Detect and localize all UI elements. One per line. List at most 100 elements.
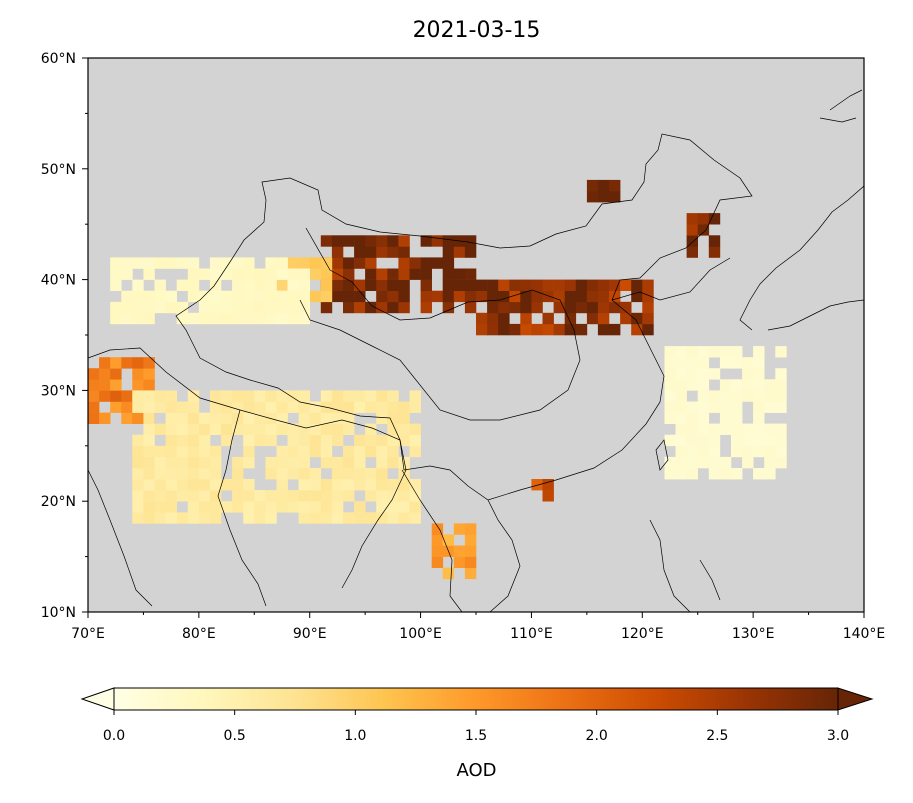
aod-cell	[376, 434, 388, 447]
aod-cell	[287, 279, 299, 291]
aod-cell	[232, 312, 244, 325]
aod-cell	[132, 412, 144, 424]
aod-cell	[542, 290, 554, 303]
aod-cell	[354, 235, 366, 247]
aod-cell	[198, 512, 211, 524]
aod-cell	[298, 290, 310, 303]
aod-cell	[143, 257, 155, 269]
aod-cell	[586, 301, 599, 314]
aod-cell	[287, 468, 299, 480]
aod-cell	[276, 456, 288, 469]
aod-cell	[664, 346, 676, 358]
aod-cell	[320, 423, 333, 435]
aod-cell	[187, 479, 200, 491]
aod-cell	[409, 423, 421, 435]
aod-cell	[143, 434, 155, 447]
aod-cell	[542, 490, 554, 502]
aod-cell	[121, 312, 133, 325]
aod-cell	[309, 468, 322, 480]
aod-cell	[387, 246, 399, 258]
aod-cell	[731, 468, 743, 480]
aod-cell	[343, 412, 355, 424]
aod-cell	[232, 423, 244, 435]
aod-cell	[243, 279, 255, 291]
aod-cell	[198, 312, 211, 325]
aod-cell	[132, 290, 144, 303]
aod-cell	[187, 312, 200, 325]
aod-cell	[132, 279, 144, 291]
aod-cell	[365, 279, 377, 291]
aod-cell	[697, 423, 710, 435]
aod-cell	[198, 445, 211, 458]
aod-cell	[609, 301, 621, 314]
aod-cell	[453, 279, 466, 291]
aod-cell	[154, 390, 166, 402]
aod-cell	[331, 246, 344, 258]
aod-cell	[276, 490, 288, 502]
aod-cell	[187, 512, 200, 524]
aod-cell	[88, 412, 100, 424]
aod-cell	[542, 279, 554, 291]
aod-cell	[354, 456, 366, 469]
aod-cell	[88, 368, 100, 380]
aod-cell	[697, 412, 710, 424]
aod-cell	[287, 456, 299, 469]
aod-cell	[331, 279, 344, 291]
colorbar-extend-max	[837, 687, 874, 711]
aod-cell	[287, 501, 299, 513]
aod-cell	[431, 290, 444, 303]
aod-cell	[387, 390, 399, 402]
aod-cell	[708, 401, 721, 413]
aod-cell	[731, 434, 743, 447]
aod-cell	[597, 191, 610, 203]
aod-cell	[320, 434, 333, 447]
aod-cell	[132, 445, 144, 458]
aod-cell	[143, 368, 155, 380]
aod-cell	[243, 512, 255, 524]
aod-cell	[354, 434, 366, 447]
aod-cell	[331, 512, 344, 524]
aod-cell	[409, 434, 421, 447]
aod-cell	[376, 401, 388, 413]
aod-cell	[243, 423, 255, 435]
aod-cell	[487, 323, 499, 336]
aod-cell	[398, 401, 410, 413]
aod-cell	[731, 346, 743, 358]
aod-cell	[209, 512, 222, 524]
aod-cell	[664, 368, 676, 380]
aod-cell	[99, 357, 111, 369]
aod-cell	[453, 523, 466, 535]
aod-cell	[409, 445, 421, 458]
aod-cell	[143, 290, 155, 303]
aod-cell	[132, 501, 144, 513]
aod-cell	[464, 290, 477, 303]
aod-cell	[165, 257, 177, 269]
aod-cell	[675, 390, 687, 402]
aod-cell	[498, 279, 510, 291]
colorbar-tick-label: 1.0	[344, 728, 366, 744]
aod-cell	[121, 301, 133, 314]
aod-cell	[753, 401, 765, 413]
aod-cell	[331, 501, 344, 513]
aod-cell	[387, 412, 399, 424]
aod-cell	[775, 423, 787, 435]
aod-cell	[165, 390, 177, 402]
aod-cell	[254, 312, 266, 325]
aod-cell	[719, 379, 732, 391]
aod-cell	[254, 490, 266, 502]
aod-cell	[542, 323, 554, 336]
aod-cell	[686, 346, 698, 358]
aod-cell	[686, 213, 698, 225]
aod-cell	[387, 490, 399, 502]
aod-cell	[476, 290, 488, 303]
aod-cell	[387, 301, 399, 314]
aod-cell	[165, 468, 177, 480]
aod-cell	[243, 401, 255, 413]
aod-cell	[187, 390, 200, 402]
aod-cell	[398, 434, 410, 447]
lon-tick-label: 130°E	[732, 626, 775, 642]
lon-tick-label: 70°E	[71, 626, 105, 642]
aod-cell	[198, 290, 211, 303]
aod-cell	[697, 224, 710, 236]
